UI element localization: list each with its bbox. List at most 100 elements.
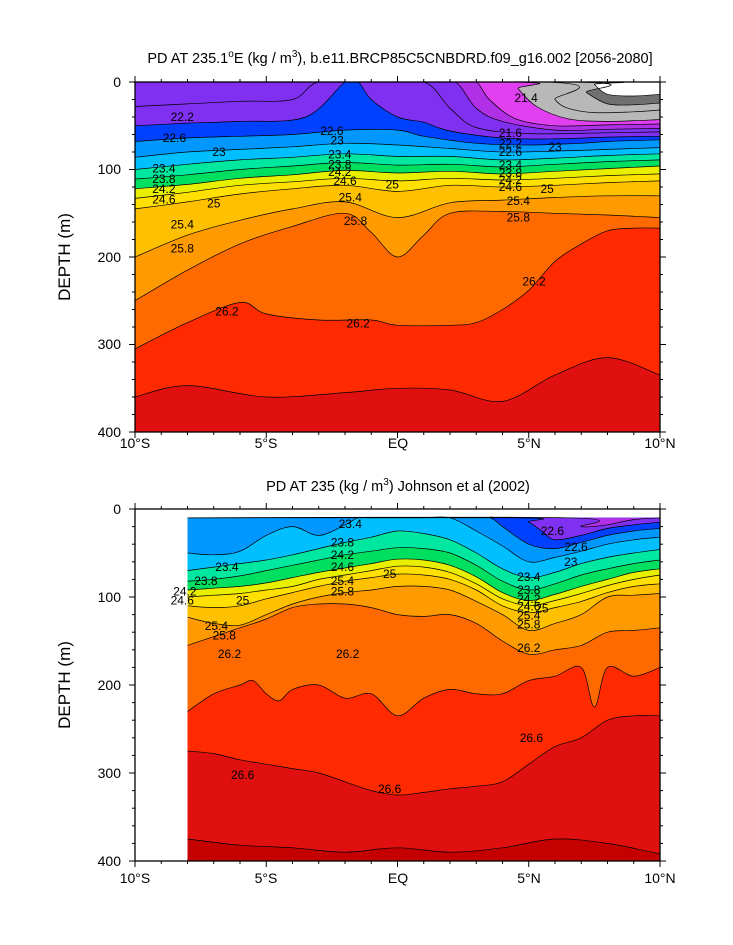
contour-line	[135, 82, 660, 106]
contour-label: 25	[540, 182, 554, 196]
bottom-ytick-label: 100	[98, 589, 122, 605]
contour-label: 25	[207, 197, 221, 211]
contour-line	[187, 585, 660, 631]
contour-label: 22.6	[163, 131, 187, 145]
contour-label: 22.2	[171, 110, 195, 124]
contour-line	[187, 530, 660, 578]
contour-label: 26.2	[346, 317, 370, 331]
contour-label: 26.2	[517, 641, 541, 655]
contour-line	[187, 665, 660, 717]
contour-label: 25.8	[344, 214, 368, 228]
contour-line	[135, 210, 660, 302]
contour-label: 25	[383, 567, 397, 581]
contour-line	[135, 195, 660, 258]
contour-label: 23.8	[517, 583, 541, 597]
contour-line	[135, 180, 660, 210]
top-ytick-label: 400	[98, 424, 122, 440]
contour-label: 25	[535, 601, 549, 615]
top-ytick-label: 0	[113, 74, 121, 90]
top-axis-ticks	[129, 76, 666, 438]
top-xtick-label: 10°S	[120, 435, 151, 451]
contour-label: 25.8	[331, 585, 355, 599]
top-xtick-label: 5°S	[255, 435, 278, 451]
bottom-xtick-label: 5°S	[255, 870, 278, 886]
contour-label: 24.2	[328, 165, 352, 179]
contour-label: 23.8	[152, 172, 176, 186]
contour-label: 26.6	[520, 731, 544, 745]
contour-line	[135, 142, 660, 158]
top-title-text-mid: E (kg / m	[234, 51, 292, 67]
contour-label: 25.4	[507, 194, 531, 208]
contour-label: 23	[330, 134, 344, 148]
top-xtick-label: EQ	[388, 435, 408, 451]
top-ytick-label: 200	[98, 249, 122, 265]
contour-label: 24.6	[499, 180, 523, 194]
contour-label: 21.6	[499, 126, 523, 140]
bottom-title-text-pre: PD AT 235 (kg / m	[266, 479, 383, 495]
contour-line	[135, 82, 660, 127]
contour-label: 26.2	[218, 647, 242, 661]
bottom-panel: PD AT 235 (kg / m3) Johnson et al (2002)…	[55, 477, 676, 886]
contour-label: 24.2	[331, 548, 355, 562]
bottom-axis-ticks	[129, 503, 666, 867]
bottom-xtick-label: 10°S	[120, 870, 151, 886]
top-contour-lines	[135, 82, 660, 403]
contour-line	[135, 82, 660, 135]
top-title-superscript: 3	[292, 49, 298, 60]
contour-label: 23	[564, 555, 578, 569]
contour-label: 23.4	[152, 162, 176, 176]
contour-label: 23	[212, 145, 226, 159]
contour-label: 24.6	[152, 192, 176, 206]
contour-line	[135, 227, 660, 350]
contour-label: 25	[386, 177, 400, 191]
bottom-contour-lines	[187, 516, 660, 855]
top-title-text-pre: PD AT 235.1	[147, 51, 228, 67]
contour-label: 25.8	[213, 629, 237, 643]
contour-label: 24.2	[173, 585, 197, 599]
contour-label: 22.6	[564, 540, 588, 554]
top-panel-title: PD AT 235.1oE (kg / m3), b.e11.BRCP85C5C…	[147, 49, 652, 67]
contour-line	[135, 82, 660, 97]
contour-label: 23.4	[328, 148, 352, 162]
contour-band	[187, 517, 660, 527]
contour-label: 24.6	[331, 560, 355, 574]
contour-label: 24.6	[517, 600, 541, 614]
top-contour-fills	[135, 82, 660, 432]
contour-label: 26.6	[378, 782, 402, 796]
bottom-title-text-post: ) Johnson et al (2002)	[389, 479, 530, 495]
bottom-xtick-label: 10°N	[644, 870, 675, 886]
contour-label: 23.8	[328, 157, 352, 171]
bottom-y-axis-label: DEPTH (m)	[55, 641, 74, 729]
top-panel: PD AT 235.1oE (kg / m3), b.e11.BRCP85C5C…	[55, 49, 676, 451]
top-xtick-label: 5°N	[517, 435, 541, 451]
bottom-title-superscript: 3	[383, 477, 389, 488]
contour-label: 23.8	[499, 166, 523, 180]
contour-label: 24.2	[152, 182, 176, 196]
contour-line	[187, 516, 660, 528]
bottom-panel-title: PD AT 235 (kg / m3) Johnson et al (2002)	[266, 477, 530, 495]
contour-label: 25.8	[171, 241, 195, 255]
bottom-ytick-label: 300	[98, 765, 122, 781]
bottom-contour-fills	[187, 516, 660, 861]
contour-label: 25.4	[171, 218, 195, 232]
contour-label: 23.4	[499, 158, 523, 172]
contour-band	[135, 82, 660, 106]
top-y-axis-label: DEPTH (m)	[55, 213, 74, 301]
contour-label: 26.2	[215, 304, 239, 318]
contour-line	[187, 565, 660, 607]
top-title-text-post: ), b.e11.BRCP85C5CNBDRD.f09_g16.002 [205…	[297, 51, 652, 67]
contour-label: 25	[236, 594, 250, 608]
contour-label: 23.8	[194, 574, 218, 588]
top-ytick-label: 100	[98, 161, 122, 177]
contour-label: 25.8	[507, 211, 531, 225]
contour-label: 23.4	[339, 517, 363, 531]
bottom-xtick-label: EQ	[388, 870, 408, 886]
contour-line	[135, 82, 660, 122]
contour-label: 25.4	[205, 619, 229, 633]
contour-line	[187, 573, 660, 614]
contour-label: 26.2	[336, 647, 360, 661]
contour-label: 23.4	[215, 560, 239, 574]
contour-line	[135, 82, 660, 114]
